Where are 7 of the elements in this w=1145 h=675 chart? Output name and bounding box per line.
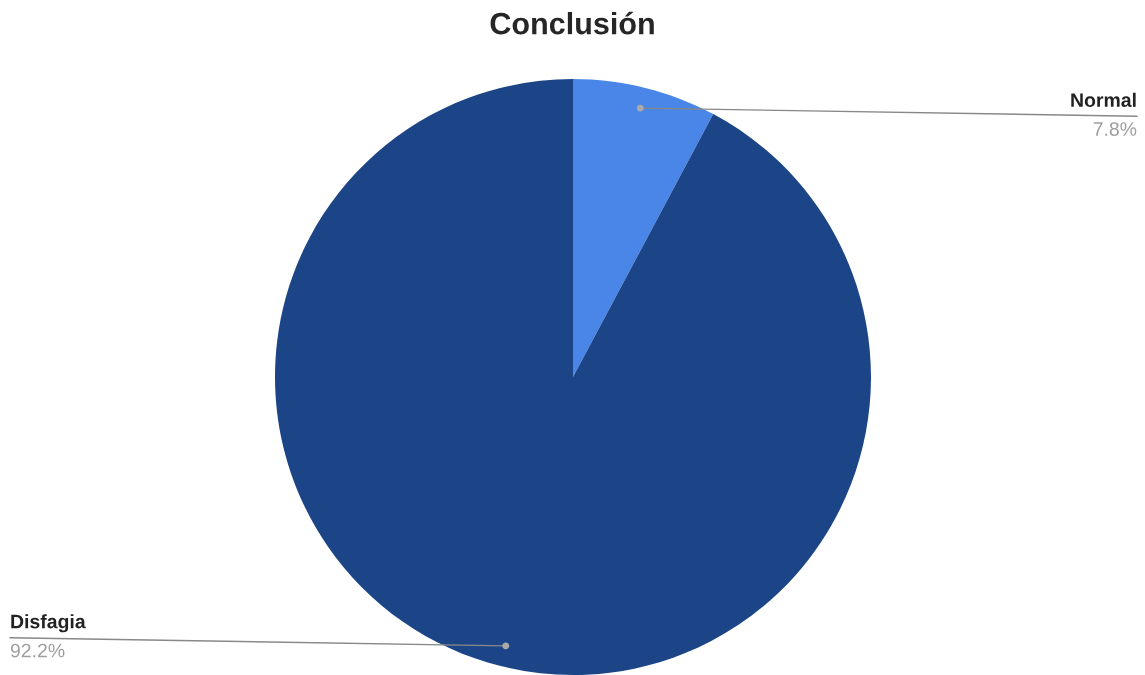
slice-label: Normal xyxy=(1071,92,1136,107)
data-label: 7.8% xyxy=(1093,122,1137,136)
pie-slice xyxy=(275,79,871,675)
chart-title: Conclusión xyxy=(490,11,654,35)
pie-slice xyxy=(573,79,714,377)
data-label: 92.2% xyxy=(10,643,65,658)
slice-label: Disfagia xyxy=(11,614,86,633)
